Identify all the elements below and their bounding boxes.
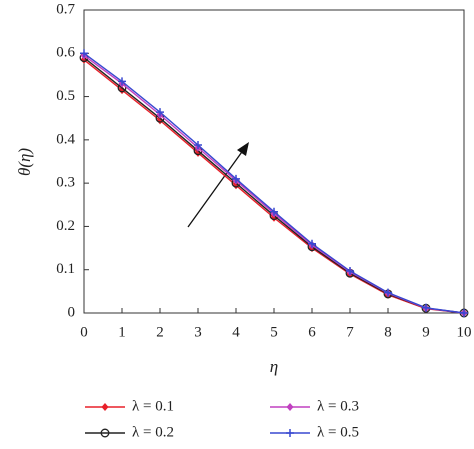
point bbox=[232, 174, 240, 183]
point bbox=[156, 108, 164, 117]
legend-label: λ = 0.1 bbox=[132, 398, 174, 414]
y-tick-label: 0.6 bbox=[56, 45, 75, 61]
x-tick-label: 7 bbox=[346, 324, 354, 340]
point bbox=[232, 181, 240, 190]
series-line bbox=[83, 52, 465, 314]
plot-frame bbox=[83, 9, 465, 314]
x-axis-label: η bbox=[270, 357, 278, 376]
x-tick-label: 1 bbox=[118, 324, 126, 340]
point bbox=[118, 86, 126, 95]
y-axis-label: θ(η) bbox=[15, 148, 34, 176]
x-tick-label: 4 bbox=[232, 324, 240, 340]
point bbox=[422, 303, 430, 312]
y-tick-label: 0.2 bbox=[56, 218, 75, 234]
x-tick-label: 5 bbox=[270, 324, 278, 340]
y-tick-label: 0.1 bbox=[56, 261, 75, 277]
x-tick-label: 6 bbox=[308, 324, 316, 340]
point bbox=[80, 55, 88, 64]
point bbox=[460, 309, 468, 317]
series-line bbox=[83, 54, 465, 314]
legend-label: λ = 0.3 bbox=[317, 398, 359, 414]
y-tick-label: 0.4 bbox=[56, 131, 75, 147]
point bbox=[384, 288, 392, 297]
x-tick-label: 3 bbox=[194, 324, 202, 340]
point bbox=[101, 403, 109, 411]
arrow-head bbox=[237, 142, 249, 156]
legend-label: λ = 0.5 bbox=[317, 424, 359, 440]
x-tick-label: 10 bbox=[457, 324, 472, 340]
x-tick-label: 2 bbox=[156, 324, 164, 340]
legend-label: λ = 0.2 bbox=[132, 424, 174, 440]
x-tick-label: 8 bbox=[384, 324, 392, 340]
point bbox=[286, 403, 294, 411]
point bbox=[270, 207, 278, 216]
point bbox=[346, 267, 354, 276]
point bbox=[194, 141, 202, 150]
x-tick-label: 9 bbox=[422, 324, 430, 340]
series-line bbox=[83, 59, 465, 314]
point bbox=[80, 49, 88, 58]
y-tick-label: 0.5 bbox=[56, 88, 75, 104]
y-tick-label: 0 bbox=[68, 304, 76, 320]
point bbox=[156, 116, 164, 125]
point bbox=[118, 77, 126, 86]
point bbox=[308, 239, 316, 248]
point bbox=[194, 148, 202, 157]
y-tick-label: 0.3 bbox=[56, 175, 75, 191]
y-tick-label: 0.7 bbox=[56, 1, 75, 17]
arrow-shaft bbox=[187, 148, 245, 228]
point bbox=[100, 428, 110, 438]
point bbox=[286, 429, 294, 437]
x-tick-label: 0 bbox=[80, 324, 88, 340]
